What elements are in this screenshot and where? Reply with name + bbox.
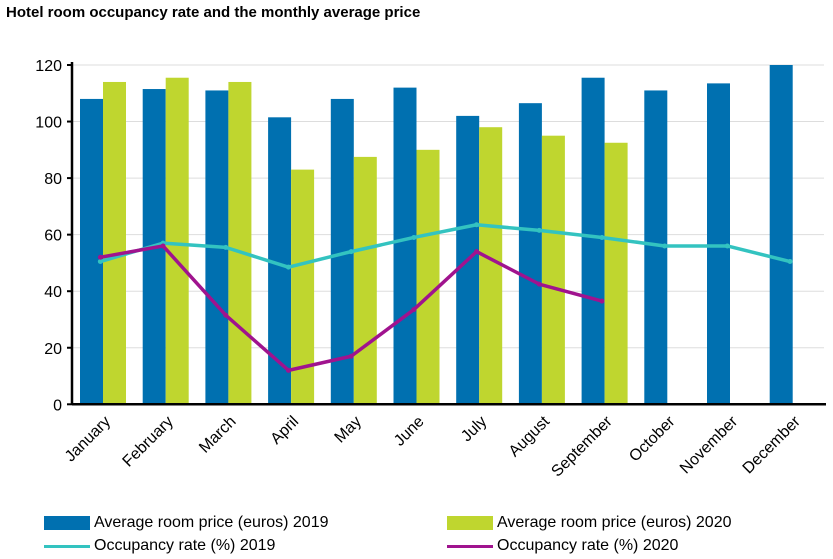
legend-item-price-2020: Average room price (euros) 2020	[447, 514, 732, 532]
bar-november-2019	[707, 83, 730, 405]
line-point	[160, 243, 166, 249]
x-tick-label: April	[268, 413, 303, 448]
y-tick-label: 40	[44, 284, 62, 301]
line-point	[536, 227, 542, 233]
bar-january-2020	[103, 81, 126, 405]
line-point	[599, 234, 605, 240]
y-tick-label: 120	[35, 58, 62, 75]
bar-september-2019	[581, 77, 605, 405]
bar-june-2020	[416, 149, 440, 405]
bar-june-2019	[393, 87, 417, 405]
x-tick-label: January	[62, 413, 114, 465]
legend-swatch-occupancy-2019	[44, 544, 90, 548]
x-tick-label: September	[548, 413, 616, 481]
line-series-0	[99, 223, 791, 269]
x-tick-label: November	[677, 413, 742, 478]
bar-january-2019	[80, 98, 103, 405]
line-point	[285, 367, 291, 373]
line-point	[599, 298, 605, 304]
line-point	[536, 281, 542, 287]
bar-april-2019	[268, 117, 292, 405]
line-point	[97, 254, 103, 260]
legend-item-occupancy-2020: Occupancy rate (%) 2020	[447, 537, 678, 555]
bar-october-2019	[644, 90, 668, 405]
y-tick-label: 20	[44, 341, 62, 358]
x-tick-label: May	[332, 413, 365, 446]
bar-september-2020	[604, 142, 628, 405]
line-point	[474, 249, 480, 255]
x-tick-label: August	[506, 413, 554, 461]
legend-label: Occupancy rate (%) 2019	[94, 537, 276, 554]
x-tick-label: October	[626, 413, 679, 466]
line-point	[662, 243, 668, 249]
line-point	[348, 249, 354, 255]
x-tick-label: February	[120, 413, 177, 470]
x-tick-label: March	[196, 413, 239, 456]
bar-july-2020	[479, 127, 503, 405]
y-tick-label: 60	[44, 228, 62, 245]
legend-swatch-occupancy-2020	[447, 544, 493, 548]
x-tick-label: December	[740, 413, 805, 478]
legend-label: Average room price (euros) 2019	[94, 514, 329, 531]
y-tick-label: 100	[35, 115, 62, 132]
bar-march-2020	[228, 81, 252, 405]
bar-may-2020	[353, 156, 377, 405]
line-point	[474, 222, 480, 228]
bar-april-2020	[291, 169, 315, 405]
line-point	[411, 234, 417, 240]
bar-august-2020	[541, 135, 565, 405]
legend-label: Occupancy rate (%) 2020	[497, 537, 679, 554]
line-point	[285, 264, 291, 270]
line-point	[223, 312, 229, 318]
legend-swatch-price-2020	[447, 516, 493, 530]
x-tick-label: June	[391, 413, 428, 450]
line-point	[724, 243, 730, 249]
line-point	[348, 353, 354, 359]
line-point	[787, 259, 793, 265]
line-point	[411, 307, 417, 313]
chart-title: Hotel room occupancy rate and the monthl…	[6, 4, 421, 21]
y-tick-label: 80	[44, 171, 62, 188]
y-tick-label: 0	[53, 397, 62, 414]
legend-swatch-price-2019	[44, 516, 90, 530]
bar-august-2019	[518, 103, 542, 405]
line-point	[97, 259, 103, 265]
legend-label: Average room price (euros) 2020	[497, 514, 732, 531]
x-tick-label: July	[458, 413, 490, 445]
line-point	[223, 244, 229, 250]
bar-may-2019	[330, 98, 354, 405]
bar-december-2019	[769, 65, 793, 405]
legend-item-occupancy-2019: Occupancy rate (%) 2019	[44, 537, 275, 555]
bar-february-2020	[165, 77, 189, 405]
legend-item-price-2019: Average room price (euros) 2019	[44, 514, 329, 532]
